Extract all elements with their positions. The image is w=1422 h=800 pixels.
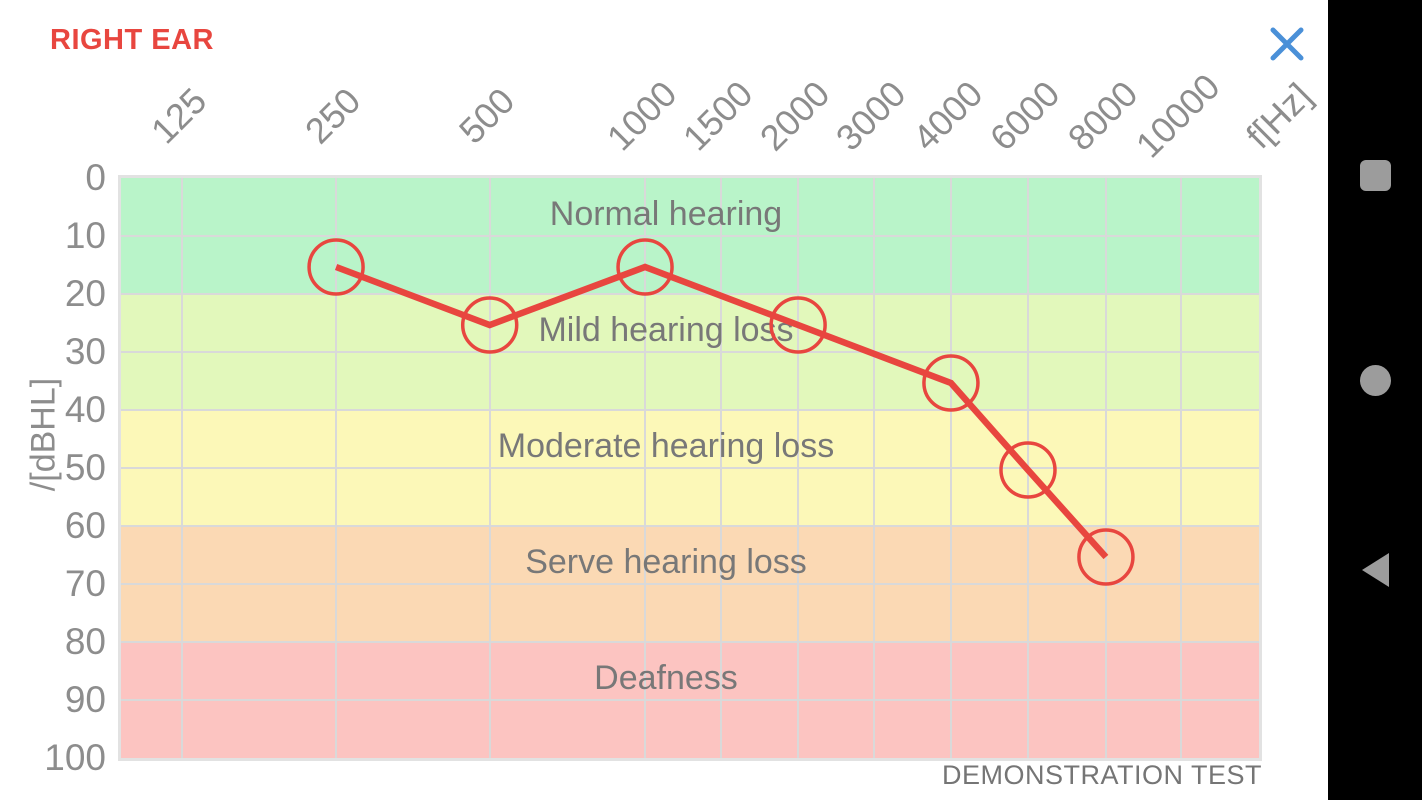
page-title: RIGHT EAR — [50, 24, 214, 56]
horizontal-gridline — [121, 467, 1259, 469]
y-tick-label-90: 90 — [64, 679, 106, 720]
y-tick-label-80: 80 — [64, 621, 106, 662]
horizontal-gridline — [121, 351, 1259, 353]
horizontal-gridline — [121, 641, 1259, 643]
horizontal-gridline — [121, 699, 1259, 701]
x-tick-label-10000: 10000 — [1127, 65, 1228, 166]
data-point-marker-250hz[interactable] — [307, 238, 365, 296]
x-tick-label-4000: 4000 — [904, 72, 991, 159]
y-tick-label-50: 50 — [64, 447, 106, 488]
x-tick-label-8000: 8000 — [1059, 72, 1146, 159]
data-point-marker-4000hz[interactable] — [922, 354, 980, 412]
y-tick-label-30: 30 — [64, 331, 106, 372]
y-axis-title: /[dBHL] — [24, 377, 63, 492]
home-icon — [1359, 364, 1391, 396]
threshold-line — [334, 263, 1109, 560]
recents-icon — [1359, 159, 1391, 191]
x-axis-unit-label: f[Hz] — [1238, 74, 1320, 157]
x-tick-label-250: 250 — [296, 79, 369, 152]
x-tick-label-125: 125 — [142, 79, 215, 152]
threshold-series-layer — [307, 238, 1135, 586]
y-tick-label-20: 20 — [64, 273, 106, 314]
data-point-marker-8000hz[interactable] — [1077, 528, 1135, 586]
y-tick-label-70: 70 — [64, 563, 106, 604]
home-button[interactable] — [1328, 350, 1422, 410]
recents-button[interactable] — [1328, 145, 1422, 205]
data-point-marker-1000hz[interactable] — [616, 238, 674, 296]
x-tick-label-3000: 3000 — [827, 72, 914, 159]
x-tick-label-1500: 1500 — [674, 72, 761, 159]
horizontal-gridline — [121, 525, 1259, 527]
back-icon — [1361, 553, 1389, 587]
horizontal-gridline — [121, 235, 1259, 237]
y-tick-label-40: 40 — [64, 389, 106, 430]
y-tick-label-100: 100 — [44, 737, 106, 778]
data-point-marker-2000hz[interactable] — [769, 296, 827, 354]
data-point-marker-500hz[interactable] — [460, 296, 519, 354]
x-tick-label-6000: 6000 — [981, 72, 1068, 159]
x-tick-label-2000: 2000 — [751, 72, 838, 159]
audiogram-plot-area[interactable]: Normal hearing Mild hearing loss Moderate … — [118, 175, 1262, 761]
data-point-marker-6000hz[interactable] — [999, 441, 1057, 499]
horizontal-gridline — [121, 409, 1259, 411]
y-tick-label-60: 60 — [64, 505, 106, 546]
y-tick-label-10: 10 — [64, 215, 106, 256]
demo-test-watermark: DEMONSTRATION TEST — [941, 760, 1262, 790]
close-icon — [1270, 27, 1304, 60]
back-button[interactable] — [1328, 540, 1422, 600]
y-tick-label-0: 0 — [85, 157, 106, 198]
x-tick-label-500: 500 — [450, 79, 523, 152]
x-tick-label-1000: 1000 — [598, 72, 685, 159]
android-navigation-bar — [1328, 0, 1422, 800]
horizontal-gridline — [121, 293, 1259, 295]
horizontal-gridline — [121, 583, 1259, 585]
close-button[interactable] — [1267, 25, 1307, 65]
